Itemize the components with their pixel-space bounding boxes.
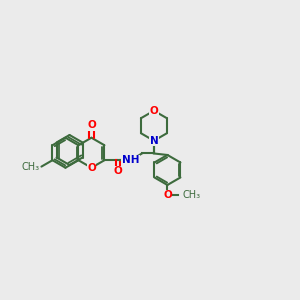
- Text: CH₃: CH₃: [182, 190, 200, 200]
- Text: O: O: [87, 163, 96, 173]
- Text: NH: NH: [122, 155, 140, 165]
- Text: CH₃: CH₃: [21, 162, 39, 172]
- Text: N: N: [150, 136, 158, 146]
- Text: O: O: [150, 106, 158, 116]
- Text: O: O: [114, 167, 122, 176]
- Text: O: O: [163, 190, 172, 200]
- Text: O: O: [87, 120, 96, 130]
